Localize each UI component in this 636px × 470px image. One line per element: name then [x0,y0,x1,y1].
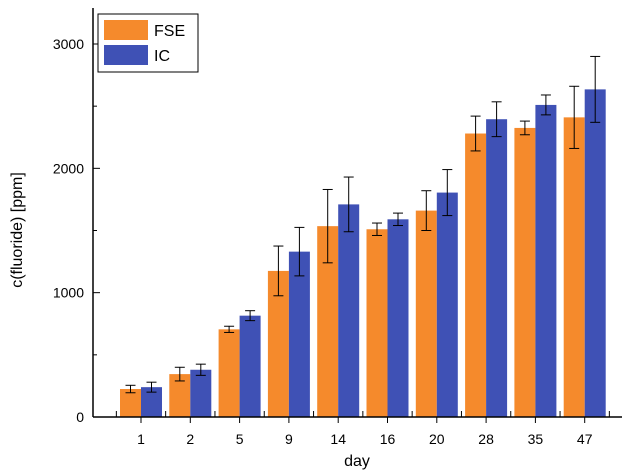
x-tick-label-28: 28 [478,431,494,447]
bar-ic-day-14 [338,204,360,417]
legend-swatch-ic [104,45,148,65]
x-tick-label-47: 47 [577,431,593,447]
error-bar-ic-day-35 [540,94,551,116]
bar-ic-day-2 [190,369,212,417]
error-bar-fse-day-20 [421,190,432,231]
error-bar-fse-day-1 [125,384,136,394]
error-bar-fse-day-28 [470,115,481,152]
bars-layer [120,89,606,418]
bar-ic-day-5 [239,315,261,417]
x-tick-label-1: 1 [137,431,145,447]
x-axis-title: day [344,453,370,470]
error-bar-ic-day-28 [491,101,502,138]
error-bars-layer [125,55,601,394]
error-bar-fse-day-5 [224,325,235,333]
error-bar-fse-day-16 [372,222,382,236]
error-bar-fse-day-35 [519,120,530,136]
x-tick-label-16: 16 [380,431,396,447]
bar-ic-day-35 [535,104,557,417]
bar-ic-day-1 [141,387,162,417]
x-tick-label-14: 14 [330,431,346,447]
error-bar-ic-day-16 [393,212,403,227]
bar-ic-day-47 [584,89,606,418]
error-bar-fse-day-9 [273,245,284,297]
error-bar-fse-day-14 [322,188,333,264]
bar-fse-day-20 [415,210,437,417]
x-tick-label-20: 20 [429,431,445,447]
legend-label-ic: IC [154,48,170,65]
y-axis-title: c(fluoride) [ppm] [9,172,26,288]
bar-fse-day-35 [514,127,536,418]
x-tick-label-2: 2 [186,431,194,447]
error-bar-ic-day-14 [343,176,354,233]
y-tick-label-2000: 2000 [53,160,84,176]
bar-fse-day-2 [169,374,191,417]
error-bar-fse-day-2 [174,366,185,382]
bar-ic-day-9 [288,251,310,417]
bar-ic-day-16 [387,219,409,417]
error-bar-ic-day-47 [590,55,601,123]
error-bar-ic-day-2 [195,363,206,376]
x-tick-label-9: 9 [285,431,293,447]
legend: FSE IC [97,13,199,73]
bar-fse-day-28 [465,133,487,417]
x-tick-label-5: 5 [236,431,244,447]
bar-ic-day-28 [486,119,508,417]
legend-label-fse: FSE [154,23,185,40]
error-bar-ic-day-1 [146,381,157,393]
bar-fse-day-47 [563,117,585,418]
error-bar-ic-day-5 [245,310,256,322]
bar-fse-day-16 [366,229,388,417]
bar-fse-day-1 [120,389,141,417]
error-bar-fse-day-47 [569,85,580,149]
axes-layer: 0 1000 2000 3000 1 2 5 9 14 16 20 28 35 47 [53,8,622,447]
error-bar-ic-day-9 [294,226,305,277]
bar-fse-day-14 [317,226,339,417]
y-tick-label-0: 0 [76,409,84,425]
bar-fse-day-5 [218,329,240,417]
y-tick-label-3000: 3000 [53,36,84,52]
bar-ic-day-20 [436,192,458,417]
bar-fse-day-9 [267,270,289,417]
legend-swatch-fse [104,20,148,40]
error-bar-ic-day-20 [442,169,453,217]
x-tick-label-35: 35 [528,431,544,447]
y-tick-label-1000: 1000 [53,285,84,301]
